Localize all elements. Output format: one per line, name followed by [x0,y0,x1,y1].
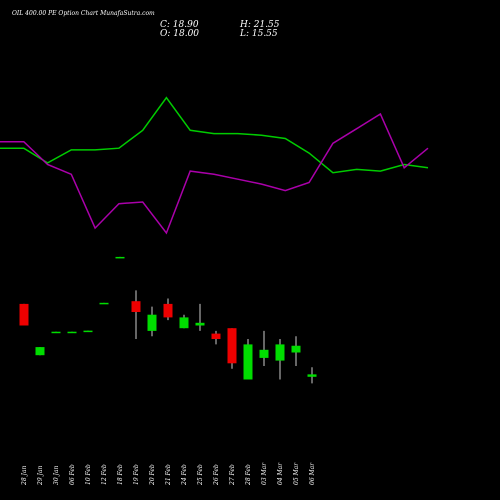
date-label: 20 Feb [149,464,156,486]
candle-body [163,303,173,318]
candle-body [195,322,205,326]
candle-body [275,344,285,361]
candle-body [99,302,109,305]
candle-body [259,349,269,358]
candle-1 [19,303,29,326]
candle-8 [131,290,141,339]
candle-body [35,347,45,356]
candle-body [115,256,125,259]
low-value: L: 15.55 [240,29,278,39]
candle-14 [227,328,237,369]
candle-11 [179,314,189,329]
candle-body [179,317,189,329]
date-label: 24 Feb [181,464,188,486]
date-label: 10 Feb [85,464,92,485]
candle-10 [163,298,173,321]
candle-body [67,331,77,334]
open-value: O: 18.00 [160,29,200,39]
indicator-line-2 [0,112,429,235]
candle-body [147,314,157,331]
date-label: 30 Jan [53,465,60,485]
candle-17 [275,339,285,380]
candle-2 [35,347,45,356]
date-label: 04 Mar [277,462,284,485]
indicator-lines [0,96,429,235]
candle-body [291,345,301,353]
date-axis-labels: 28 Jan 29 Jan 30 Jan 06 Feb 10 Feb 12 Feb 18 F… [21,462,316,486]
candle-body [243,344,253,380]
date-label: 03 Mar [261,462,268,485]
candle-body [307,374,317,377]
date-label: 06 Feb [69,464,76,485]
candlesticks [19,256,317,384]
close-value: C: 18.90 [160,20,199,30]
date-label: 26 Feb [213,464,220,486]
date-label: 18 Feb [117,464,124,485]
candle-15 [243,339,253,380]
candle-9 [147,306,157,337]
candle-3 [51,331,61,334]
candle-6 [99,302,109,305]
candle-13 [211,330,221,345]
candle-18 [291,336,301,366]
date-label: 19 Feb [133,464,140,485]
date-label: 27 Feb [229,464,236,486]
date-label: 06 Mar [309,462,316,485]
candle-body [51,331,61,334]
candle-7 [115,256,125,259]
candle-19 [307,367,317,384]
date-label: 25 Feb [197,464,204,486]
candle-body [211,333,221,339]
candle-body [83,330,93,333]
date-label: 21 Feb [165,464,172,486]
candle-12 [195,303,205,331]
chart-title: OIL 400.00 PE Option Chart MunafaSutra.c… [12,10,155,17]
date-label: 12 Feb [101,464,108,485]
candle-16 [259,330,269,366]
indicator-line-1 [0,96,429,174]
candle-body [131,301,141,312]
date-label: 28 Feb [245,464,252,486]
candle-body [227,328,237,364]
date-label: 29 Jan [37,465,44,486]
date-label: 28 Jan [21,465,28,486]
candle-4 [67,331,77,334]
high-value: H: 21.55 [240,20,280,30]
date-label: 05 Mar [293,462,300,485]
candle-body [19,303,29,326]
candle-5 [83,330,93,333]
